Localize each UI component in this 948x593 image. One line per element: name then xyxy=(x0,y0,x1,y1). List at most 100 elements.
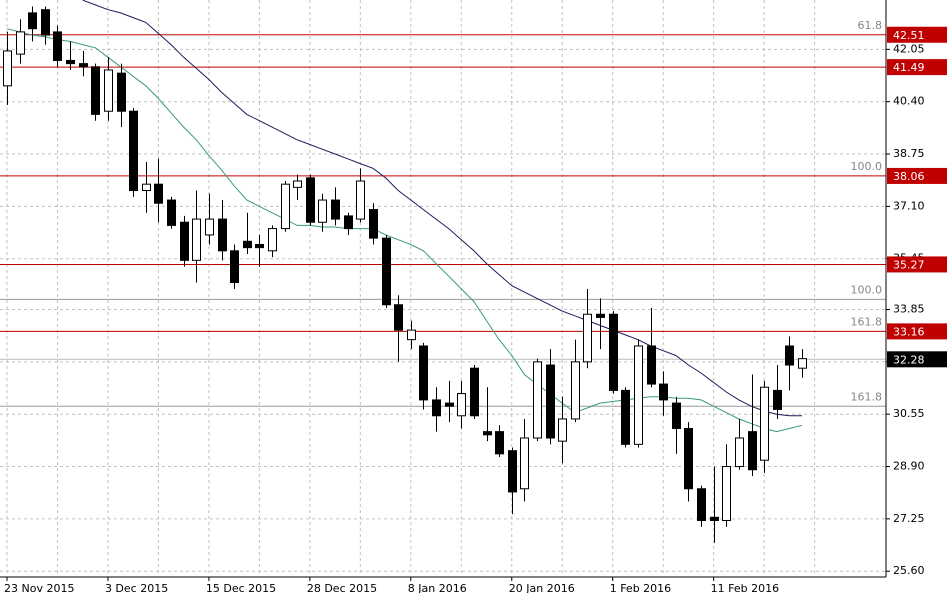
candle-body xyxy=(331,199,340,220)
y-tick-label: 38.75 xyxy=(893,147,925,160)
candle-body xyxy=(255,243,264,249)
candle-body xyxy=(41,9,50,36)
candle-body xyxy=(268,228,277,252)
right-axis-area xyxy=(886,0,948,593)
level-price-box xyxy=(887,26,947,43)
candle-body xyxy=(356,180,365,220)
candle-body xyxy=(3,50,12,87)
candle-body xyxy=(243,240,252,249)
candle-body xyxy=(596,313,605,318)
candle-body xyxy=(53,31,62,61)
candle-body xyxy=(79,63,88,68)
candle-body xyxy=(407,329,416,341)
candle-body xyxy=(419,345,428,401)
y-tick-label: 42.05 xyxy=(893,42,925,55)
candle-body xyxy=(318,199,327,223)
candle-body xyxy=(167,199,176,226)
level-price-box xyxy=(887,323,947,340)
candle-body xyxy=(748,431,757,471)
candle-body xyxy=(520,437,529,490)
candle-body xyxy=(180,221,189,261)
candle-body xyxy=(142,183,151,192)
level-price-label: 42.51 xyxy=(893,29,925,42)
candle-body xyxy=(508,450,517,493)
candle-body xyxy=(230,250,239,284)
x-tick-label: 20 Jan 2016 xyxy=(509,582,575,593)
x-tick-label: 15 Dec 2015 xyxy=(206,582,276,593)
candle-body xyxy=(369,209,378,239)
x-tick-label: 28 Dec 2015 xyxy=(307,582,377,593)
y-tick-label: 40.40 xyxy=(893,95,925,108)
y-tick-label: 33.85 xyxy=(893,303,925,316)
level-annotation: 61.8 xyxy=(858,19,883,32)
candle-body xyxy=(697,488,706,521)
candle-body xyxy=(205,218,214,236)
candle-body xyxy=(28,12,37,30)
moving-average xyxy=(82,0,802,417)
level-annotation: 161.8 xyxy=(851,315,883,328)
candle-body xyxy=(735,437,744,468)
candle-body xyxy=(445,402,454,407)
level-price-box xyxy=(887,167,947,184)
candle-body xyxy=(609,313,618,391)
candle-body xyxy=(344,215,353,230)
candle-body xyxy=(533,361,542,439)
candle-body xyxy=(621,389,630,445)
x-tick-label: 23 Nov 2015 xyxy=(4,582,74,593)
y-tick-label: 28.90 xyxy=(893,460,925,473)
candle-body xyxy=(104,69,113,112)
candle-body xyxy=(773,389,782,410)
candle-body xyxy=(647,345,656,385)
candle-body xyxy=(306,177,315,223)
last-price-label: 32.28 xyxy=(893,353,925,366)
candle-body xyxy=(117,72,126,112)
level-price-box xyxy=(887,59,947,76)
candle-body xyxy=(495,431,504,455)
last-price-box xyxy=(887,351,947,368)
level-price-label: 35.27 xyxy=(893,258,925,271)
candle-body xyxy=(129,110,138,192)
candle-body xyxy=(192,218,201,261)
candle-body xyxy=(16,31,25,55)
x-tick-label: 11 Feb 2016 xyxy=(711,582,779,593)
y-tick-label: 43.70 xyxy=(893,0,925,3)
candle-body xyxy=(382,237,391,306)
candle-body xyxy=(634,345,643,445)
candle-body xyxy=(558,418,567,442)
level-price-box xyxy=(887,256,947,273)
level-price-label: 33.16 xyxy=(893,325,925,338)
y-tick-label: 30.55 xyxy=(893,407,925,420)
x-tick-label: 1 Feb 2016 xyxy=(610,582,671,593)
candle-body xyxy=(154,183,163,204)
candle-body xyxy=(672,402,681,429)
y-tick-label: 27.25 xyxy=(893,512,925,525)
candle-body xyxy=(722,466,731,521)
candle-body xyxy=(281,183,290,230)
level-annotation: 100.0 xyxy=(851,160,883,173)
x-tick-label: 8 Jan 2016 xyxy=(408,582,467,593)
candle-body xyxy=(571,361,580,420)
level-annotation: 161.8 xyxy=(851,390,883,403)
candle-body xyxy=(394,304,403,331)
candle-body xyxy=(798,358,807,369)
level-price-label: 41.49 xyxy=(893,61,925,74)
candle-body xyxy=(583,313,592,363)
candle-body xyxy=(659,383,668,401)
candle-body xyxy=(218,218,227,252)
candle-body xyxy=(432,399,441,417)
moving-average xyxy=(6,28,803,433)
candle-body xyxy=(760,386,769,461)
y-tick-label: 25.60 xyxy=(893,564,925,577)
x-tick-label: 3 Dec 2015 xyxy=(105,582,168,593)
candle-body xyxy=(684,427,693,490)
candle-body xyxy=(66,59,75,65)
candle-body xyxy=(470,367,479,417)
y-tick-label: 37.10 xyxy=(893,199,925,212)
candle-body xyxy=(710,516,719,521)
candle-body xyxy=(785,345,794,366)
candle-body xyxy=(293,180,302,188)
candle-body xyxy=(483,431,492,436)
candle-body xyxy=(546,364,555,439)
